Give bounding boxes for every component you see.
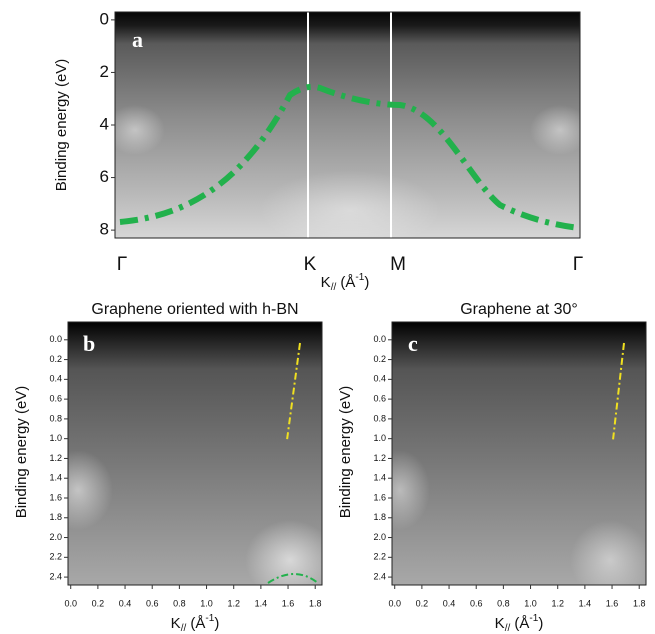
x-category-label: Γ <box>573 254 583 275</box>
x-axis-label: K// (Å-1) <box>171 613 220 634</box>
y-tick-label: 0.4 <box>49 374 62 384</box>
panel-a-image <box>105 12 590 250</box>
x-tick-label: 1.2 <box>227 598 240 608</box>
x-tick-label: 0.6 <box>146 598 159 608</box>
x-tick-label: 0.6 <box>470 598 483 608</box>
y-tick-label: 1.2 <box>49 453 62 463</box>
x-tick-label: 1.0 <box>200 598 213 608</box>
y-tick-label: 0.0 <box>49 334 62 344</box>
x-tick-label: 0.4 <box>443 598 456 608</box>
x-tick-label: 0.8 <box>173 598 186 608</box>
y-tick-label: 1.4 <box>373 473 386 483</box>
x-tick-label: 1.0 <box>524 598 537 608</box>
x-tick-label: 0.2 <box>92 598 105 608</box>
y-tick-label: 0.6 <box>373 393 386 403</box>
y-tick-label: 4 <box>100 114 109 133</box>
x-axis-label-part: ) <box>364 274 369 291</box>
x-tick-label: 1.6 <box>606 598 619 608</box>
x-category-label: M <box>390 254 406 275</box>
x-tick-label: 0.4 <box>119 598 132 608</box>
y-tick-label: 0.0 <box>373 334 386 344</box>
y-axis-label: Binding energy (eV) <box>53 59 70 192</box>
y-tick-label: 1.6 <box>49 492 62 502</box>
y-tick-label: 6 <box>100 167 109 186</box>
panel-b-image <box>43 322 335 600</box>
x-axis-label-part: K <box>321 274 331 291</box>
x-axis-label-part: // <box>505 623 511 634</box>
x-category-label: K <box>304 254 317 275</box>
x-tick-label: 1.4 <box>579 598 592 608</box>
x-axis-label-part: // <box>181 623 187 634</box>
y-tick-label: 2 <box>100 62 109 81</box>
panel-label: a <box>132 27 143 52</box>
x-axis-label-part: (Å <box>510 615 529 632</box>
x-axis-label: K// (Å-1) <box>495 613 544 634</box>
y-tick-label: 0.6 <box>49 393 62 403</box>
x-axis-label-part: -1 <box>355 272 364 283</box>
y-tick-label: 2.4 <box>49 571 62 581</box>
y-tick-label: 0.8 <box>49 413 62 423</box>
x-tick-label: 1.6 <box>282 598 295 608</box>
y-tick-label: 2.2 <box>49 552 62 562</box>
x-axis-label-part: -1 <box>205 613 214 624</box>
y-tick-label: 2.0 <box>49 532 62 542</box>
y-tick-label: 1.0 <box>49 433 62 443</box>
y-tick-label: 1.8 <box>373 512 386 522</box>
y-tick-label: 2.4 <box>373 571 386 581</box>
y-tick-label: 0 <box>100 9 109 28</box>
x-axis-label-part: ) <box>538 615 543 632</box>
x-axis-label-part: // <box>331 282 337 293</box>
panel-title: Graphene at 30° <box>460 301 578 318</box>
x-axis-label-part: (Å <box>336 274 355 291</box>
y-tick-label: 0.4 <box>373 374 386 384</box>
x-category-label: Γ <box>117 254 127 275</box>
y-axis-label: Binding energy (eV) <box>337 386 354 519</box>
y-tick-label: 1.8 <box>49 512 62 522</box>
x-tick-label: 0.8 <box>497 598 510 608</box>
y-tick-label: 0.8 <box>373 413 386 423</box>
x-tick-label: 1.2 <box>551 598 564 608</box>
x-tick-label: 1.8 <box>309 598 322 608</box>
panel-title: Graphene oriented with h-BN <box>91 301 298 318</box>
y-tick-label: 2.2 <box>373 552 386 562</box>
y-tick-label: 8 <box>100 220 109 239</box>
x-tick-label: 0.0 <box>388 598 401 608</box>
panel-label: b <box>83 331 95 356</box>
y-tick-label: 1.2 <box>373 453 386 463</box>
x-tick-label: 0.2 <box>416 598 429 608</box>
y-tick-label: 1.4 <box>49 473 62 483</box>
x-tick-label: 0.0 <box>64 598 77 608</box>
panel-frame <box>67 321 323 586</box>
x-tick-label: 1.4 <box>255 598 268 608</box>
x-axis-label-part: ) <box>214 615 219 632</box>
x-axis-label: K// (Å-1) <box>321 272 370 293</box>
y-tick-label: 0.2 <box>373 354 386 364</box>
panel-c-image <box>370 322 650 600</box>
x-axis-label-part: K <box>495 615 505 632</box>
x-axis-label-part: K <box>171 615 181 632</box>
y-tick-label: 1.0 <box>373 433 386 443</box>
y-tick-label: 0.2 <box>49 354 62 364</box>
x-axis-label-part: -1 <box>529 613 538 624</box>
y-tick-label: 2.0 <box>373 532 386 542</box>
x-tick-label: 1.8 <box>633 598 646 608</box>
panel-label: c <box>408 331 418 356</box>
panel-frame <box>391 321 647 586</box>
y-axis-label: Binding energy (eV) <box>13 386 30 519</box>
x-axis-label-part: (Å <box>186 615 205 632</box>
y-tick-label: 1.6 <box>373 492 386 502</box>
